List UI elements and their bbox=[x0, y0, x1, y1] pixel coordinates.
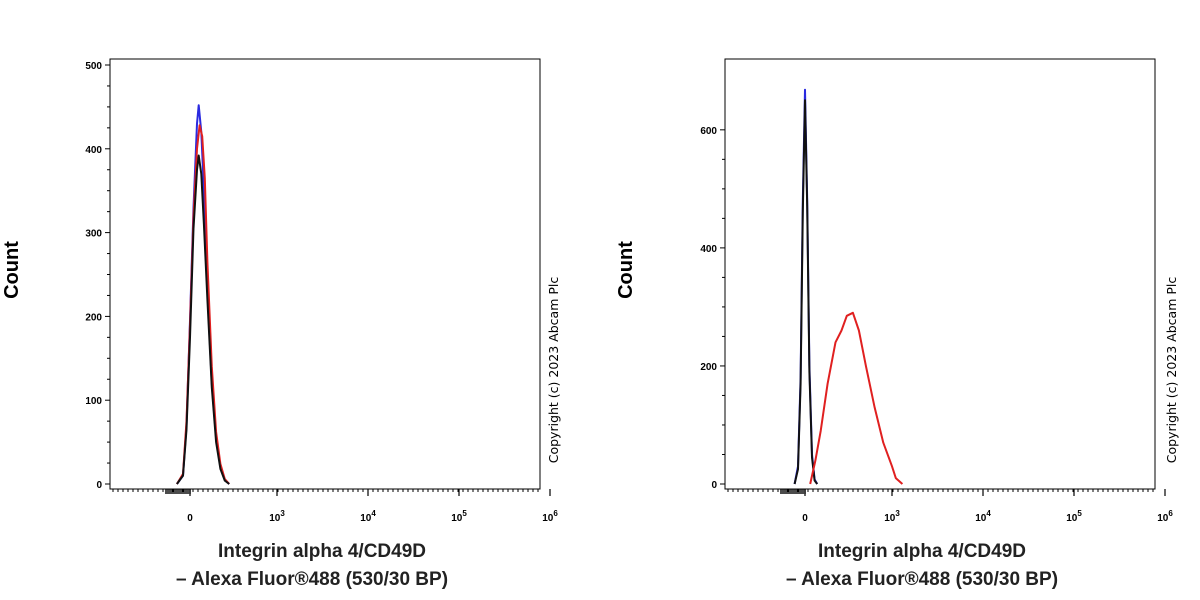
plot-frame bbox=[724, 58, 1156, 490]
x-minor-ticks bbox=[112, 489, 539, 494]
histogram-panel-2: 0 200 400 600 0 103 104 105 106 Count Integrin alp… bbox=[615, 58, 1179, 590]
x-tick-label: 104 bbox=[360, 509, 376, 524]
histogram-series-3 bbox=[176, 154, 230, 485]
plot-frame bbox=[109, 58, 541, 490]
y-axis-label: Count bbox=[615, 241, 637, 299]
x-tick-label: 0 bbox=[802, 513, 808, 524]
x-tick-label: 105 bbox=[1066, 509, 1082, 524]
histogram-panel-1: 0 100 200 300 400 500 0 103 104 105 106 Count Integr… bbox=[1, 58, 561, 590]
y-tick-label: 0 bbox=[96, 480, 102, 491]
y-tick-label: 600 bbox=[700, 126, 717, 137]
histogram-series-3 bbox=[809, 311, 904, 485]
y-tick-label: 200 bbox=[85, 312, 102, 323]
x-tick-label: 0 bbox=[187, 513, 193, 524]
y-tick-label: 100 bbox=[85, 396, 102, 407]
y-axis-label: Count bbox=[1, 241, 23, 299]
x-tick-label: 103 bbox=[269, 509, 285, 524]
copyright-notice: Copyright (c) 2023 Abcam Plc bbox=[546, 277, 561, 464]
x-tick-label: 103 bbox=[884, 509, 900, 524]
y-tick-label: 200 bbox=[700, 362, 717, 373]
x-tick-label: 104 bbox=[975, 509, 991, 524]
y-tick-label: 300 bbox=[85, 229, 102, 240]
histogram-series-2 bbox=[793, 99, 819, 485]
x-tick-label: 105 bbox=[451, 509, 467, 524]
y-tick-label: 500 bbox=[85, 61, 102, 72]
copyright-notice: Copyright (c) 2023 Abcam Plc bbox=[1164, 277, 1179, 464]
x-axis-label-line-2: – Alexa Fluor®488 (530/30 BP) bbox=[786, 569, 1058, 590]
x-axis-label-line-1: Integrin alpha 4/CD49D bbox=[818, 541, 1026, 562]
x-axis-label-line-1: Integrin alpha 4/CD49D bbox=[218, 541, 426, 562]
x-axis-label-line-2: – Alexa Fluor®488 (530/30 BP) bbox=[176, 569, 448, 590]
x-tick-label: 106 bbox=[542, 509, 558, 524]
y-tick-label: 0 bbox=[711, 480, 717, 491]
x-minor-ticks bbox=[727, 489, 1154, 494]
y-tick-label: 400 bbox=[85, 145, 102, 156]
y-tick-label: 400 bbox=[700, 244, 717, 255]
x-tick-label: 106 bbox=[1157, 509, 1173, 524]
